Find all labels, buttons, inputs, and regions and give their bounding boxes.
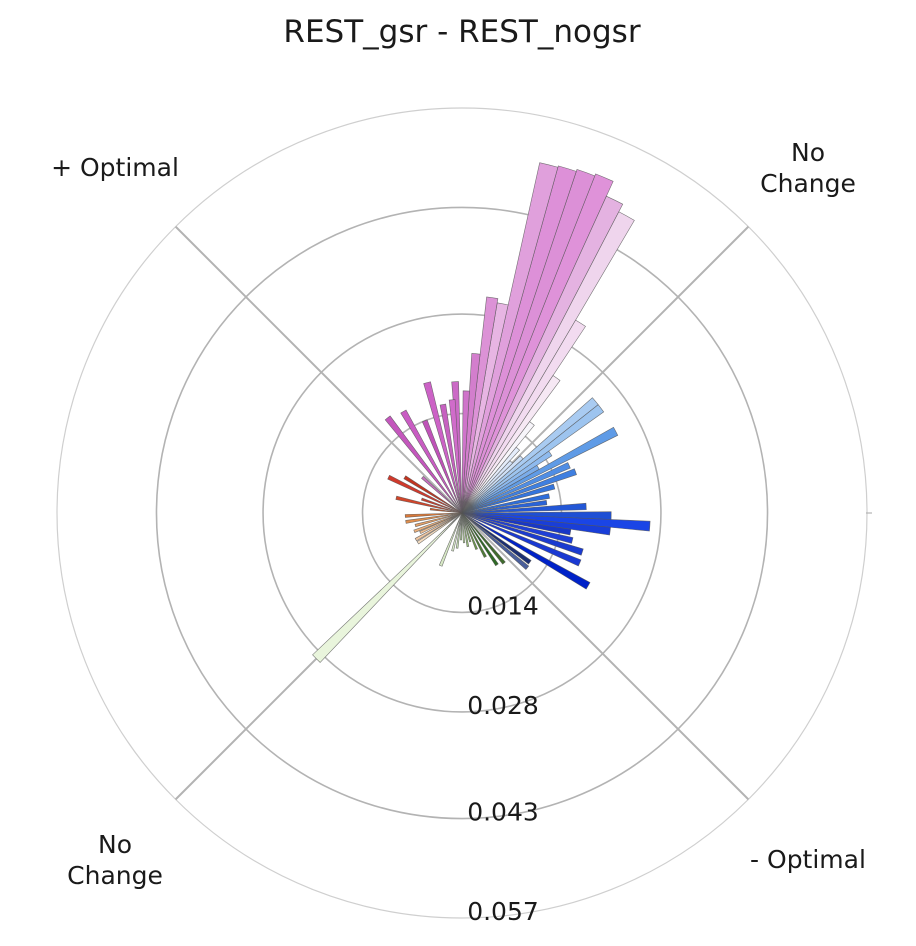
bar <box>461 493 550 514</box>
bar <box>416 512 463 545</box>
quadrant-label-bottom-right: - Optimal <box>750 845 866 874</box>
r-tick-label: 0.043 <box>467 798 539 827</box>
bar <box>461 319 586 514</box>
bar <box>461 512 584 556</box>
bar <box>461 512 466 544</box>
bar <box>312 512 463 663</box>
bar <box>414 512 463 528</box>
quadrant-label-top-right: No Change <box>760 138 856 198</box>
quadrant-divider <box>174 225 463 514</box>
bar <box>461 468 577 514</box>
bar <box>461 512 572 536</box>
bar <box>414 512 463 542</box>
bar <box>421 475 463 514</box>
bar <box>455 512 463 549</box>
bar <box>461 512 506 565</box>
bar <box>461 211 635 514</box>
quadrant-labels: + Optimal No Change - Optimal No Change <box>51 138 866 890</box>
bar <box>461 165 577 514</box>
bar <box>461 426 619 514</box>
quadrant-divider <box>461 512 750 801</box>
bar <box>461 404 605 514</box>
bar <box>405 512 463 524</box>
bar <box>400 409 463 514</box>
bar <box>461 446 521 514</box>
bar <box>461 195 624 514</box>
bar <box>419 512 463 535</box>
bar <box>461 462 571 514</box>
bar <box>439 403 463 514</box>
bar <box>461 353 481 514</box>
bar <box>461 500 548 514</box>
grid-ring <box>155 206 769 820</box>
r-tick-label: 0.057 <box>467 897 539 926</box>
bar <box>413 512 463 533</box>
bar <box>461 512 472 543</box>
bar <box>387 474 463 514</box>
bar <box>461 168 596 514</box>
bar <box>384 415 463 514</box>
chart-title: REST_gsr - REST_nogsr <box>283 14 640 50</box>
bar <box>461 512 530 570</box>
bar <box>461 390 470 514</box>
grid-ring <box>262 313 662 713</box>
quadrant-label-top-left: + Optimal <box>51 153 179 182</box>
bar <box>404 512 463 518</box>
bar <box>461 450 553 514</box>
bar <box>451 512 463 552</box>
bar <box>403 475 463 514</box>
bar <box>461 512 499 567</box>
bar <box>421 419 463 514</box>
bar <box>461 512 470 548</box>
bar <box>438 512 463 567</box>
r-tick-label: 0.014 <box>467 592 539 621</box>
bar <box>461 296 499 514</box>
bars-group <box>312 162 651 663</box>
bar <box>423 381 463 514</box>
radial-tick-labels: 0.014 0.028 0.043 0.057 <box>467 592 539 927</box>
bar <box>461 512 487 558</box>
bar <box>461 512 574 544</box>
bar <box>461 502 587 514</box>
bar <box>420 497 463 514</box>
bar <box>429 507 463 514</box>
quadrant-label-bottom-left: No Change <box>67 830 163 890</box>
bar <box>461 512 532 565</box>
bar <box>448 399 463 514</box>
bar <box>461 421 535 514</box>
bar <box>395 495 463 514</box>
bar <box>460 512 463 541</box>
bar <box>461 512 478 550</box>
bar <box>461 512 591 590</box>
r-tick-label: 0.028 <box>467 691 539 720</box>
bar <box>461 483 556 514</box>
bar <box>461 162 559 514</box>
bar <box>461 173 614 514</box>
bar <box>461 512 582 567</box>
bar <box>461 375 561 514</box>
